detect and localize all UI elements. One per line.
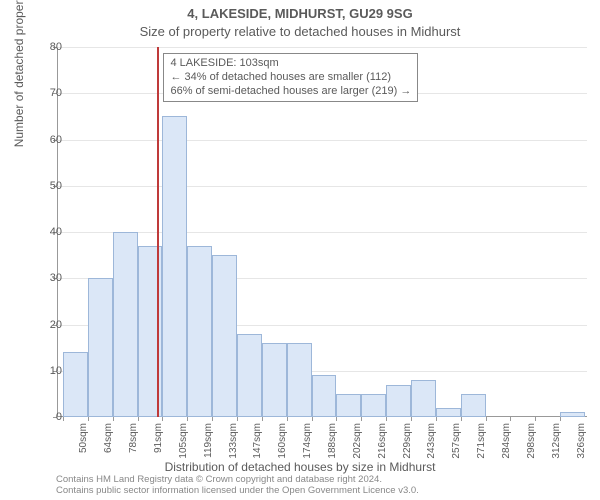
- histogram-bar: [287, 343, 312, 417]
- histogram-bar: [436, 408, 461, 417]
- xtick-label: 160sqm: [277, 423, 288, 463]
- y-axis-label: Number of detached properties: [12, 0, 26, 147]
- xtick-label: 312sqm: [551, 423, 562, 463]
- xtick-mark: [510, 417, 511, 421]
- histogram-bar: [63, 352, 88, 417]
- ytick-label: 20: [32, 319, 62, 331]
- histogram-bar: [560, 412, 585, 417]
- xtick-label: 216sqm: [377, 423, 388, 463]
- xtick-mark: [436, 417, 437, 421]
- ytick-label: 10: [32, 365, 62, 377]
- xtick-mark: [237, 417, 238, 421]
- xtick-label: 78sqm: [128, 423, 139, 463]
- xtick-mark: [63, 417, 64, 421]
- ytick-label: 60: [32, 134, 62, 146]
- gridline: [57, 140, 587, 141]
- xtick-mark: [535, 417, 536, 421]
- xtick-mark: [386, 417, 387, 421]
- xtick-label: 105sqm: [178, 423, 189, 463]
- xtick-label: 119sqm: [203, 423, 214, 463]
- ytick-label: 80: [32, 41, 62, 53]
- xtick-label: 64sqm: [103, 423, 114, 463]
- xtick-mark: [560, 417, 561, 421]
- xtick-mark: [312, 417, 313, 421]
- annotation-line: 4 LAKESIDE: 103sqm: [170, 57, 411, 71]
- footer-line-2: Contains public sector information licen…: [56, 486, 590, 497]
- xtick-mark: [88, 417, 89, 421]
- property-marker-line: [157, 47, 159, 417]
- xtick-mark: [461, 417, 462, 421]
- xtick-mark: [411, 417, 412, 421]
- histogram-bar: [361, 394, 386, 417]
- page-title-2: Size of property relative to detached ho…: [0, 24, 600, 39]
- histogram-bar: [237, 334, 262, 417]
- xtick-mark: [486, 417, 487, 421]
- annotation-box: 4 LAKESIDE: 103sqm← 34% of detached hous…: [163, 53, 418, 102]
- xtick-label: 326sqm: [576, 423, 587, 463]
- xtick-label: 298sqm: [526, 423, 537, 463]
- histogram-bar: [187, 246, 212, 417]
- ytick-label: 40: [32, 226, 62, 238]
- histogram-bar: [386, 385, 411, 417]
- xtick-mark: [138, 417, 139, 421]
- ytick-label: 0: [32, 411, 62, 423]
- gridline: [57, 186, 587, 187]
- chart-plot-area: 4 LAKESIDE: 103sqm← 34% of detached hous…: [57, 47, 587, 417]
- histogram-bar: [262, 343, 287, 417]
- histogram-bar: [162, 116, 187, 417]
- xtick-label: 257sqm: [451, 423, 462, 463]
- histogram-bar: [461, 394, 486, 417]
- histogram-bar: [212, 255, 237, 417]
- xtick-label: 271sqm: [476, 423, 487, 463]
- xtick-label: 133sqm: [228, 423, 239, 463]
- gridline: [57, 47, 587, 48]
- xtick-label: 284sqm: [501, 423, 512, 463]
- xtick-mark: [113, 417, 114, 421]
- annotation-line: ← 34% of detached houses are smaller (11…: [170, 71, 411, 85]
- xtick-label: 91sqm: [153, 423, 164, 463]
- histogram-bar: [113, 232, 138, 417]
- ytick-label: 70: [32, 87, 62, 99]
- histogram-bar: [312, 375, 337, 417]
- xtick-mark: [361, 417, 362, 421]
- xtick-label: 174sqm: [302, 423, 313, 463]
- xtick-mark: [336, 417, 337, 421]
- xtick-mark: [187, 417, 188, 421]
- xtick-label: 50sqm: [78, 423, 89, 463]
- xtick-label: 243sqm: [426, 423, 437, 463]
- xtick-label: 147sqm: [252, 423, 263, 463]
- histogram-bar: [411, 380, 436, 417]
- xtick-mark: [162, 417, 163, 421]
- xtick-label: 202sqm: [352, 423, 363, 463]
- xtick-mark: [212, 417, 213, 421]
- xtick-label: 188sqm: [327, 423, 338, 463]
- footer-attribution: Contains HM Land Registry data © Crown c…: [56, 475, 590, 497]
- ytick-label: 30: [32, 272, 62, 284]
- ytick-label: 50: [32, 180, 62, 192]
- xtick-mark: [287, 417, 288, 421]
- histogram-bar: [336, 394, 361, 417]
- histogram-bar: [88, 278, 113, 417]
- annotation-line: 66% of semi-detached houses are larger (…: [170, 85, 411, 99]
- xtick-mark: [262, 417, 263, 421]
- xtick-label: 229sqm: [402, 423, 413, 463]
- page-title-1: 4, LAKESIDE, MIDHURST, GU29 9SG: [0, 6, 600, 21]
